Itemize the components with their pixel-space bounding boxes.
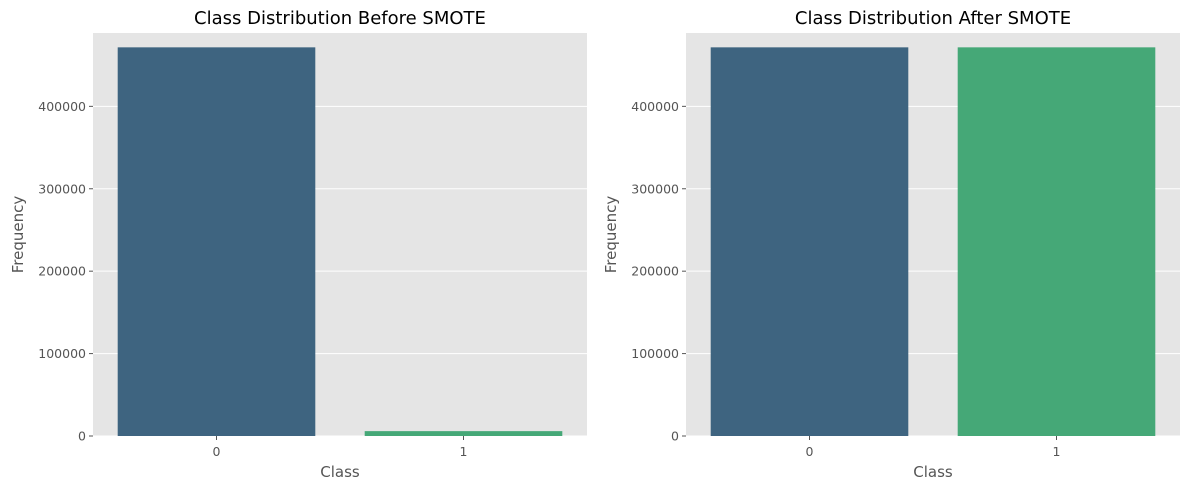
chart-panel-0: 0 100000 200000 300000 400000 0 1 Class Distrib… (9, 8, 587, 481)
bar-class-0 (117, 47, 316, 437)
y-axis-label: Frequency (9, 196, 27, 274)
x-tick-label: 0 (213, 444, 221, 459)
x-tick-label: 0 (806, 444, 814, 459)
x-axis-label: Class (913, 463, 953, 481)
x-tick-label: 1 (460, 444, 468, 459)
y-tick-label: 100000 (38, 346, 86, 361)
bar-class-0 (710, 47, 909, 437)
bar-class-1 (364, 431, 563, 436)
y-tick-label: 200000 (631, 264, 679, 279)
y-tick-label: 0 (78, 429, 86, 444)
y-tick-label: 400000 (38, 99, 86, 114)
y-tick-label: 400000 (631, 99, 679, 114)
chart-title: Class Distribution Before SMOTE (194, 8, 486, 29)
y-tick-label: 300000 (38, 181, 86, 196)
y-tick-label: 300000 (631, 181, 679, 196)
y-tick-label: 100000 (631, 346, 679, 361)
chart-title: Class Distribution After SMOTE (795, 8, 1071, 29)
x-tick-label: 1 (1053, 444, 1061, 459)
x-axis-label: Class (320, 463, 360, 481)
chart-panel-1: 0 100000 200000 300000 400000 0 1 Class Distrib… (602, 8, 1180, 481)
y-axis-label: Frequency (602, 196, 620, 274)
y-tick-label: 200000 (38, 264, 86, 279)
y-tick-label: 0 (671, 429, 679, 444)
bar-class-1 (957, 47, 1156, 437)
